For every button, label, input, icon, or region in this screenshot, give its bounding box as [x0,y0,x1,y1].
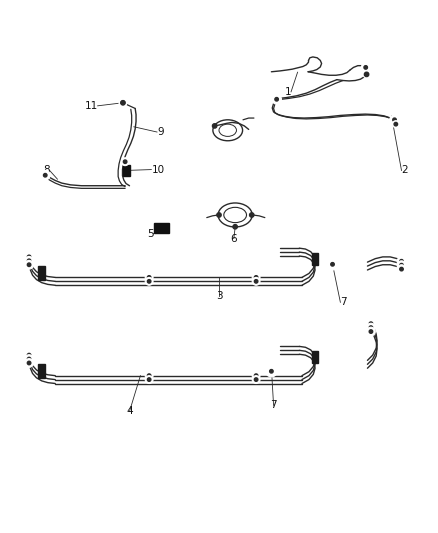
Circle shape [331,263,334,266]
Text: 3: 3 [215,291,223,301]
Circle shape [148,378,151,381]
Circle shape [367,327,375,336]
Text: 4: 4 [126,407,133,416]
Text: 11: 11 [85,101,98,111]
Circle shape [270,369,273,373]
Circle shape [363,71,370,78]
Circle shape [390,115,399,125]
Circle shape [393,118,396,122]
Bar [38,266,45,280]
Circle shape [145,376,153,384]
Bar [123,165,131,176]
Circle shape [364,66,367,69]
Circle shape [121,158,129,166]
Circle shape [266,366,277,377]
Circle shape [148,374,151,377]
Circle shape [361,63,370,72]
Circle shape [148,276,151,279]
Circle shape [27,361,31,365]
Circle shape [25,253,33,261]
Circle shape [233,224,237,229]
Circle shape [397,265,406,273]
Circle shape [27,357,31,361]
Circle shape [40,171,50,180]
Circle shape [25,354,33,364]
Circle shape [252,277,260,285]
Circle shape [119,99,127,107]
Text: 7: 7 [340,297,347,308]
Circle shape [252,376,260,384]
Text: 7: 7 [270,400,277,410]
Text: 9: 9 [157,127,164,137]
Circle shape [254,374,258,377]
Circle shape [121,101,125,104]
Circle shape [250,213,254,217]
Circle shape [394,123,398,126]
Circle shape [327,259,338,270]
Circle shape [400,263,403,267]
Circle shape [27,353,31,357]
Circle shape [25,256,33,265]
Circle shape [369,326,373,329]
Circle shape [272,94,282,104]
Circle shape [145,277,153,285]
Circle shape [367,323,375,332]
Text: 10: 10 [151,165,164,175]
Bar [312,253,318,265]
Circle shape [27,263,31,266]
Circle shape [400,260,403,263]
Bar [312,351,318,363]
Circle shape [27,259,31,263]
Circle shape [145,273,153,281]
Circle shape [254,280,258,283]
Circle shape [369,322,373,326]
Circle shape [25,359,33,367]
Text: 1: 1 [284,87,291,97]
Circle shape [392,120,399,128]
Text: 5: 5 [147,229,153,239]
Circle shape [275,98,279,101]
Circle shape [148,280,151,283]
Circle shape [254,276,258,279]
Circle shape [43,174,47,177]
Circle shape [25,261,33,269]
Bar [154,223,169,233]
Circle shape [121,101,125,105]
Circle shape [212,124,217,128]
Circle shape [25,351,33,359]
Circle shape [252,273,260,281]
Circle shape [397,261,406,270]
Text: 6: 6 [230,233,237,244]
Circle shape [364,72,369,77]
Circle shape [124,160,127,164]
Circle shape [252,372,260,379]
Circle shape [365,72,368,76]
Circle shape [145,372,153,379]
Circle shape [400,268,403,271]
Text: 2: 2 [402,165,408,175]
Circle shape [254,378,258,381]
Circle shape [27,255,31,259]
Text: 8: 8 [43,165,49,175]
Circle shape [369,330,373,333]
Circle shape [367,319,375,328]
Circle shape [217,213,221,217]
Circle shape [397,257,406,265]
Bar [38,364,45,378]
